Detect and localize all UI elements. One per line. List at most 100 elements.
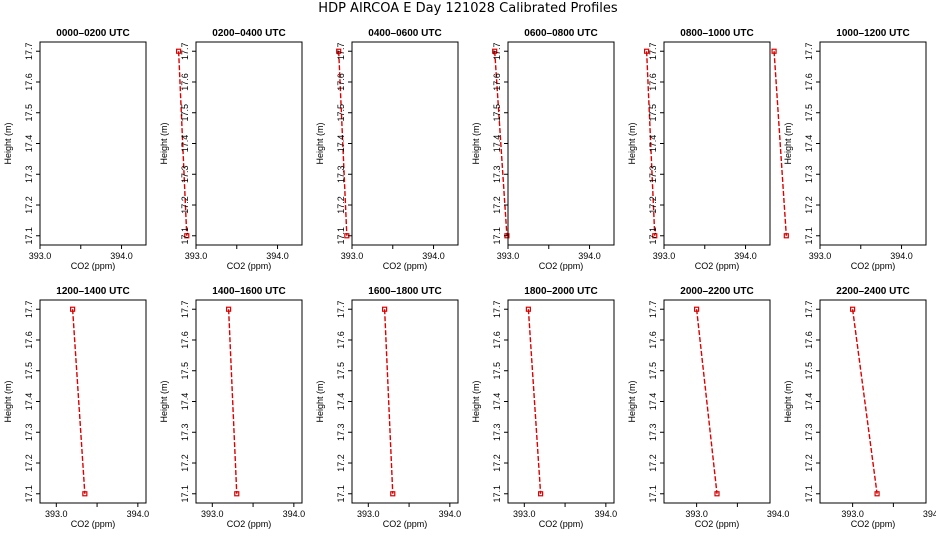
chart-title: 0000–0200 UTC: [56, 28, 129, 39]
y-tick-label: 17.2: [24, 196, 34, 214]
y-tick-label: 17.3: [180, 165, 190, 183]
y-tick-label: 17.2: [180, 196, 190, 214]
data-point: [874, 491, 880, 497]
chart-title: 0800–1000 UTC: [680, 28, 753, 39]
profile-line: [695, 309, 718, 494]
profile-line: [71, 309, 86, 494]
x-tick-label: 394.0: [127, 509, 150, 519]
chart-title: 2000–2200 UTC: [680, 286, 753, 297]
y-tick-label: 17.3: [180, 423, 190, 441]
y-tick-label: 17.3: [336, 423, 346, 441]
y-tick-label: 17.6: [804, 331, 814, 349]
y-tick-label: 17.2: [336, 454, 346, 472]
y-tick-label: 17.3: [804, 423, 814, 441]
x-axis-label: CO2 (ppm): [71, 519, 116, 529]
y-tick-label: 17.4: [804, 135, 814, 153]
y-tick-label: 17.6: [24, 331, 34, 349]
x-axis-label: CO2 (ppm): [383, 519, 428, 529]
profile-line: [177, 51, 188, 236]
profile-chart: 1000–1200 UTC 17.1 17.2 17.3 17.4 17.5 17.6 17.…: [783, 28, 927, 271]
data-point: [70, 306, 76, 312]
x-tick-label: 394.0: [890, 251, 913, 261]
x-tick-label: 393.0: [201, 509, 224, 519]
y-axis-label: Height (m): [159, 380, 169, 422]
data-point: [694, 306, 700, 312]
y-tick-label: 17.4: [648, 135, 658, 153]
y-tick-label: 17.1: [336, 485, 346, 503]
data-point: [382, 306, 388, 312]
y-axis-label: Height (m): [471, 122, 481, 164]
y-tick-label: 17.7: [336, 42, 346, 60]
y-tick-label: 17.1: [336, 227, 346, 245]
profile-chart: 0200–0400 UTC 17.1 17.2 17.3 17.4 17.5 17.6 17.…: [159, 28, 350, 271]
data-point: [652, 233, 658, 239]
x-axis-label: CO2 (ppm): [695, 261, 740, 271]
y-tick-label: 17.6: [180, 73, 190, 91]
chart-title: 2200–2400 UTC: [836, 286, 909, 297]
data-point: [525, 306, 531, 312]
y-tick-label: 17.6: [648, 73, 658, 91]
y-tick-label: 17.6: [648, 331, 658, 349]
y-tick-label: 17.1: [24, 227, 34, 245]
y-tick-label: 17.1: [180, 227, 190, 245]
y-axis-label: Height (m): [783, 122, 793, 164]
x-tick-label: 393.0: [513, 509, 536, 519]
y-tick-label: 17.5: [648, 104, 658, 122]
y-tick-label: 17.4: [180, 393, 190, 411]
x-tick-label: 394.0: [595, 509, 618, 519]
chart-title: 0600–0800 UTC: [524, 28, 597, 39]
x-tick-label: 393.0: [841, 509, 864, 519]
y-axis-label: Height (m): [783, 380, 793, 422]
y-tick-label: 17.4: [336, 135, 346, 153]
y-tick-label: 17.3: [648, 423, 658, 441]
x-tick-label: 394.0: [266, 251, 289, 261]
y-tick-label: 17.7: [180, 42, 190, 60]
y-tick-label: 17.6: [804, 73, 814, 91]
y-axis-label: Height (m): [315, 380, 325, 422]
y-tick-label: 17.2: [492, 454, 502, 472]
y-tick-label: 17.1: [648, 485, 658, 503]
x-axis-label: CO2 (ppm): [695, 519, 740, 529]
y-tick-label: 17.5: [24, 104, 34, 122]
data-point: [184, 233, 190, 239]
y-axis-label: Height (m): [3, 380, 13, 422]
y-tick-label: 17.4: [804, 393, 814, 411]
data-point: [82, 491, 88, 497]
y-tick-label: 17.2: [648, 454, 658, 472]
profile-chart: 0000–0200 UTC 17.1 17.2 17.3 17.4 17.5 17.6 17.…: [3, 28, 190, 271]
y-tick-label: 17.7: [492, 42, 502, 60]
data-point: [850, 306, 856, 312]
y-tick-label: 17.4: [24, 393, 34, 411]
y-tick-label: 17.3: [804, 165, 814, 183]
y-tick-label: 17.7: [648, 42, 658, 60]
plot-frame: [39, 41, 147, 246]
plot-frame: [663, 41, 771, 246]
profile-line: [851, 309, 878, 494]
chart-title: 1200–1400 UTC: [56, 286, 129, 297]
data-point: [492, 48, 498, 54]
x-tick-label: 393.0: [185, 251, 208, 261]
y-tick-label: 17.3: [336, 165, 346, 183]
y-tick-label: 17.5: [804, 104, 814, 122]
x-axis-label: CO2 (ppm): [227, 519, 272, 529]
y-tick-label: 17.1: [804, 485, 814, 503]
x-axis-label: CO2 (ppm): [539, 519, 584, 529]
x-axis-label: CO2 (ppm): [71, 261, 116, 271]
y-tick-label: 17.3: [648, 165, 658, 183]
x-axis-label: CO2 (ppm): [851, 519, 896, 529]
x-tick-label: 394.0: [439, 509, 462, 519]
profile-line: [337, 51, 348, 236]
profile-chart: 0800–1000 UTC 17.1 17.2 17.3 17.4 17.5 17.6 17.…: [627, 28, 789, 271]
chart-title: 1400–1600 UTC: [212, 286, 285, 297]
y-tick-label: 17.3: [492, 423, 502, 441]
plot-frame: [507, 299, 615, 504]
x-tick-label: 393.0: [497, 251, 520, 261]
y-tick-label: 17.2: [336, 196, 346, 214]
y-tick-label: 17.1: [24, 485, 34, 503]
data-point: [644, 48, 650, 54]
chart-title: 1800–2000 UTC: [524, 286, 597, 297]
profile-line: [227, 309, 238, 494]
data-point: [176, 48, 182, 54]
profile-line: [773, 51, 788, 236]
x-tick-label: 394.0: [110, 251, 133, 261]
